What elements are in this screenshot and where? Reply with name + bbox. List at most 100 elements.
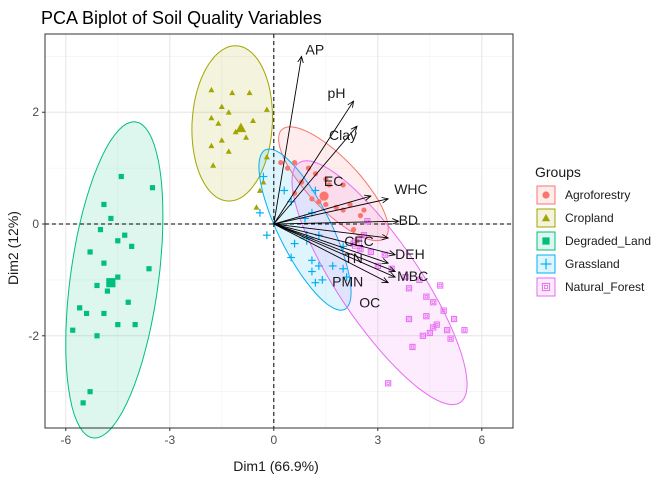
x-axis-title: Dim1 (66.9%)	[233, 458, 319, 474]
data-point	[450, 315, 458, 323]
data-point	[308, 256, 316, 265]
legend-key-marker	[542, 237, 550, 245]
y-tick-label: 2	[32, 105, 39, 119]
data-point	[260, 179, 267, 185]
data-point	[87, 389, 93, 395]
data-point	[309, 196, 315, 202]
arrow-deh	[273, 223, 395, 255]
ellipse-agroforestry	[278, 126, 389, 242]
data-point	[430, 324, 437, 331]
data-point	[419, 332, 426, 339]
data-point	[423, 313, 430, 320]
x-tick-label: 0	[270, 433, 277, 447]
data-point	[361, 207, 367, 213]
arrow-bd	[273, 221, 399, 224]
variable-label-deh: DEH	[395, 246, 425, 262]
data-point	[305, 165, 312, 171]
data-point	[364, 218, 371, 225]
arrow-pmn	[273, 223, 395, 272]
data-point	[215, 120, 222, 126]
arrow-clay	[273, 126, 357, 225]
data-point	[323, 201, 329, 208]
data-point	[101, 201, 107, 208]
data-point	[232, 128, 239, 135]
data-point	[208, 114, 215, 121]
data-point	[326, 182, 332, 188]
variable-label-whc: WHC	[394, 181, 427, 197]
data-point	[312, 171, 318, 177]
variable-label-ap: AP	[306, 41, 325, 57]
data-point	[94, 333, 100, 339]
data-point	[218, 137, 225, 143]
variable-label-pmn: PMN	[332, 274, 363, 290]
data-point	[409, 343, 416, 351]
data-point	[115, 322, 121, 328]
legend-key	[536, 277, 556, 297]
data-point	[280, 186, 289, 195]
data-point	[208, 86, 215, 93]
data-point	[229, 89, 236, 96]
data-point	[259, 172, 268, 181]
legend-item-natural-forest: Natural_Forest	[536, 277, 645, 297]
data-point	[104, 288, 110, 294]
series-degraded-land	[70, 173, 156, 406]
data-point	[416, 276, 423, 284]
data-point	[253, 204, 260, 210]
data-point	[262, 231, 271, 240]
legend-item-agroforestry: Agroforestry	[536, 185, 630, 205]
data-point	[101, 260, 107, 266]
data-point	[340, 182, 346, 188]
legend-label: Degraded_Land	[565, 234, 651, 248]
variable-label-ec: EC	[324, 173, 343, 189]
legend-item-degraded-land: Degraded_Land	[536, 231, 651, 251]
data-point	[278, 159, 284, 166]
data-point	[339, 264, 348, 273]
data-point	[263, 153, 270, 160]
data-point	[146, 266, 152, 272]
legend-label: Agroforestry	[565, 188, 630, 202]
data-point	[115, 274, 121, 280]
group-mean-point	[319, 191, 329, 201]
data-point	[405, 285, 413, 292]
data-point	[342, 273, 351, 282]
x-tick-label: 6	[478, 433, 485, 447]
x-tick-label: -6	[60, 433, 71, 447]
data-point	[314, 262, 323, 270]
data-point	[250, 117, 256, 124]
data-point	[357, 213, 364, 219]
variable-label-mbc: MBC	[397, 268, 428, 284]
legend-label: Grassland	[565, 257, 620, 271]
data-point	[285, 165, 291, 171]
data-point	[243, 134, 250, 140]
arrow-ph	[273, 101, 354, 225]
y-axis-title: Dim2 (12%)	[5, 211, 21, 285]
data-point	[385, 380, 392, 387]
arrow-whc	[273, 199, 388, 225]
data-point	[225, 109, 232, 115]
data-point	[77, 305, 83, 311]
variable-label-clay: Clay	[329, 127, 357, 143]
data-point	[440, 307, 447, 314]
data-point	[149, 185, 156, 191]
data-point	[225, 148, 232, 154]
data-point	[287, 253, 296, 262]
chart-title: PCA Biplot of Soil Quality Variables	[41, 8, 322, 28]
points	[70, 86, 468, 406]
data-point	[210, 162, 217, 168]
data-point	[316, 199, 322, 205]
group-mean-point	[235, 122, 247, 133]
data-point	[101, 310, 107, 317]
ellipses	[65, 45, 468, 439]
data-point	[323, 176, 329, 182]
data-point	[263, 106, 270, 112]
series-agroforestry	[278, 159, 367, 244]
data-point	[80, 400, 86, 406]
data-point	[70, 327, 76, 333]
data-point	[405, 315, 413, 323]
data-point	[444, 327, 451, 334]
data-point	[347, 201, 353, 208]
